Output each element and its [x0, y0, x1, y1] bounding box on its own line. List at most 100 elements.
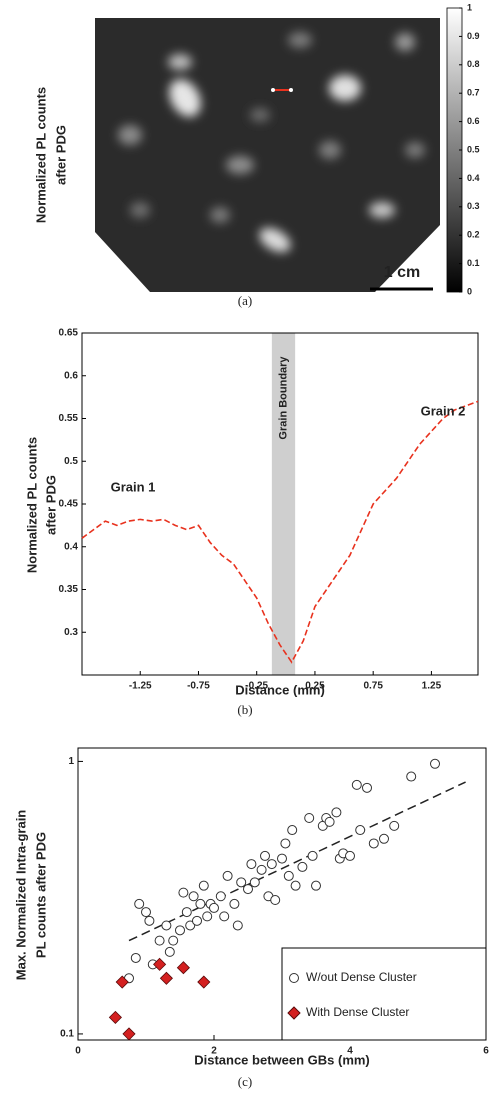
y-tick-label: 0.55	[59, 413, 79, 424]
data-point	[175, 925, 185, 936]
y-tick-label: 0.4	[64, 541, 78, 552]
x-axis-label: Distance between GBs (mm)	[194, 1052, 370, 1067]
data-point	[351, 779, 362, 790]
y-tick-label: 0.5	[64, 456, 78, 467]
legend-box	[281, 947, 487, 1041]
data-point	[134, 898, 145, 909]
data-point	[195, 898, 206, 909]
data-point	[197, 975, 211, 989]
data-point	[209, 902, 219, 913]
data-point	[130, 952, 141, 963]
data-point	[141, 907, 151, 918]
data-point	[202, 911, 213, 922]
data-point	[256, 864, 267, 875]
y-tick-label: 0.6	[64, 370, 78, 381]
data-point	[192, 915, 202, 926]
data-point	[430, 758, 440, 769]
pl-profile-line	[81, 400, 479, 664]
y-axis-label: PL counts after PDG	[33, 832, 48, 958]
colorbar-tick-label: 0.2	[467, 230, 480, 240]
x-tick-label: 0.25	[305, 681, 325, 692]
legend-swatch	[289, 973, 299, 983]
colorbar-tick-label: 0.3	[467, 201, 480, 211]
data-point	[122, 1027, 136, 1041]
data-point	[287, 825, 298, 836]
y-axis-label: Normalized PL counts	[24, 437, 39, 573]
data-point	[153, 957, 167, 971]
data-point	[176, 961, 190, 975]
y-axis-label: Normalized PL counts	[33, 87, 48, 223]
panel-label: (c)	[238, 1074, 252, 1089]
data-point	[181, 907, 192, 918]
data-point	[389, 820, 400, 831]
data-point	[144, 915, 155, 926]
x-tick-label: 6	[483, 1046, 489, 1057]
y-axis-label: after PDG	[43, 475, 58, 535]
data-point	[168, 935, 179, 946]
colorbar-tick-label: 0.1	[467, 258, 480, 268]
panel-label: (a)	[238, 293, 252, 308]
panel-label: (b)	[237, 702, 252, 717]
x-tick-label: 0	[75, 1046, 81, 1057]
data-point	[297, 861, 308, 872]
legend-label: With Dense Cluster	[306, 1005, 409, 1019]
x-axis-label: Distance (mm)	[235, 682, 325, 697]
annotation: Grain Boundary	[277, 356, 289, 440]
data-point	[260, 850, 270, 861]
data-point	[236, 877, 247, 888]
data-point	[159, 971, 173, 985]
data-point	[290, 880, 301, 891]
data-point	[154, 935, 165, 946]
grain-boundary-band	[271, 333, 296, 675]
data-point	[304, 812, 315, 823]
bright-grains	[118, 32, 425, 253]
colorbar-tick-label: 0.5	[467, 144, 480, 154]
colorbar-tick-label: 0.8	[467, 59, 480, 69]
y-tick-label: 0.3	[64, 627, 78, 638]
data-point	[108, 1010, 122, 1024]
data-point	[246, 859, 257, 870]
x-tick-label: 2	[211, 1046, 217, 1057]
data-point	[219, 911, 230, 922]
data-point	[188, 891, 199, 902]
data-point	[178, 887, 189, 898]
profile-end	[271, 88, 275, 92]
data-point	[198, 880, 209, 891]
data-point	[345, 850, 355, 861]
scale-bar-label: 1 cm	[384, 264, 420, 281]
data-point	[266, 859, 277, 870]
data-point	[280, 838, 291, 849]
annotation: Grain 2	[421, 403, 466, 418]
x-tick-label: -0.75	[187, 681, 210, 692]
data-point	[185, 920, 196, 931]
colorbar-tick-label: 0.4	[467, 173, 480, 183]
y-tick-label: 0.65	[59, 328, 79, 339]
pl-image	[95, 18, 440, 292]
x-tick-label: 0.75	[363, 681, 383, 692]
data-point	[161, 920, 172, 931]
data-point	[249, 877, 260, 888]
data-point	[331, 807, 342, 818]
data-point	[243, 884, 253, 895]
y-axis-label: after PDG	[53, 125, 68, 185]
legend-swatch	[287, 1006, 301, 1020]
data-point	[229, 898, 240, 909]
data-point	[270, 895, 281, 906]
y-tick-label: 0.1	[60, 1029, 74, 1040]
data-point	[362, 782, 372, 793]
legend-label: W/out Dense Cluster	[306, 970, 417, 984]
data-point	[115, 975, 129, 989]
data-point	[368, 838, 379, 849]
data-point	[355, 825, 366, 836]
colorbar-tick-label: 0.9	[467, 31, 480, 41]
data-point	[215, 891, 226, 902]
y-tick-label: 0.45	[59, 499, 79, 510]
data-point	[311, 880, 321, 891]
y-axis-label: Max. Normalized Intra-grain	[13, 810, 28, 981]
data-point	[307, 850, 318, 861]
y-tick-label: 1	[68, 756, 74, 767]
y-tick-label: 0.35	[59, 584, 79, 595]
sample-area	[95, 18, 440, 292]
data-point	[324, 816, 335, 827]
profile-end	[289, 88, 293, 92]
